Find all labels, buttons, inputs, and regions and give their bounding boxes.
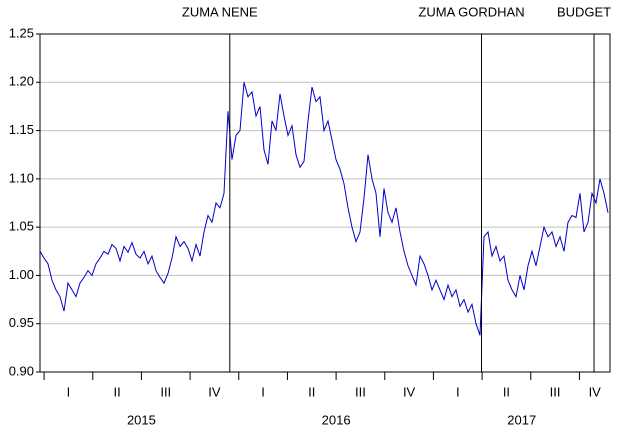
y-tick-label: 0.90 xyxy=(9,363,34,378)
quarter-label: III xyxy=(160,384,171,399)
quarter-label: III xyxy=(355,384,366,399)
year-label: 2016 xyxy=(322,412,351,427)
y-tick-label: 1.10 xyxy=(9,170,34,185)
quarter-label: IV xyxy=(208,384,221,399)
event-label: ZUMA GORDHAN xyxy=(418,4,524,19)
quarter-label: III xyxy=(550,384,561,399)
y-tick-label: 1.00 xyxy=(9,267,34,282)
year-label: 2015 xyxy=(127,412,156,427)
quarter-label: I xyxy=(261,384,265,399)
quarter-label: II xyxy=(503,384,510,399)
series-line xyxy=(39,82,609,336)
quarter-label: I xyxy=(456,384,460,399)
event-label: BUDGET xyxy=(557,4,611,19)
plot-frame xyxy=(39,33,611,373)
y-tick-label: 1.20 xyxy=(9,74,34,89)
y-tick-label: 0.95 xyxy=(9,315,34,330)
event-label: ZUMA NENE xyxy=(182,4,258,19)
quarter-label: IV xyxy=(403,384,416,399)
y-tick-label: 1.15 xyxy=(9,122,34,137)
y-tick-label: 1.25 xyxy=(9,25,34,40)
y-tick-label: 1.05 xyxy=(9,219,34,234)
quarter-label: II xyxy=(308,384,315,399)
quarter-label: I xyxy=(67,384,71,399)
year-label: 2017 xyxy=(507,412,536,427)
quarter-label: II xyxy=(113,384,120,399)
quarter-label: IV xyxy=(589,384,602,399)
